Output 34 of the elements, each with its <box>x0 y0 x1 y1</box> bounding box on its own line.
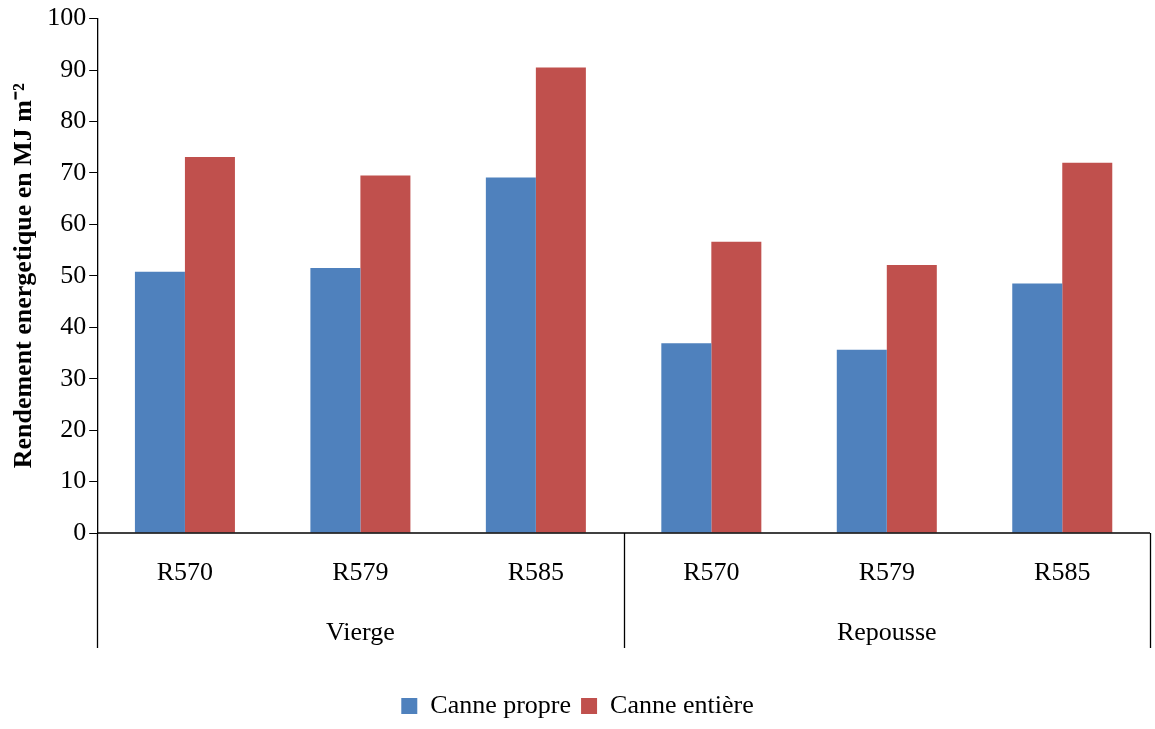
y-tick-label: 90 <box>60 53 87 83</box>
x-tick-label: R579 <box>332 557 389 587</box>
bar <box>485 177 536 533</box>
text: Vierge <box>326 616 395 646</box>
x-tick-label: R570 <box>156 557 214 587</box>
bar <box>134 271 185 533</box>
legend-label: Canne propre <box>430 689 572 719</box>
y-tick-label: 60 <box>60 208 87 238</box>
x-tick-label: R585 <box>1034 557 1091 587</box>
bar <box>1062 162 1113 533</box>
y-tick-label: 30 <box>60 362 87 392</box>
bar <box>1012 283 1063 533</box>
y-tick-label: 20 <box>60 413 87 443</box>
bar <box>184 156 235 533</box>
bar <box>661 343 712 533</box>
bar <box>360 175 411 533</box>
legend-label: Canne entière <box>610 689 754 719</box>
y-axis-title: Rendement energetique en MJ m⁻² <box>8 83 38 469</box>
bar <box>310 268 361 533</box>
y-tick-label: 0 <box>73 516 87 546</box>
y-tick-label: 70 <box>60 156 87 186</box>
bar <box>836 349 887 533</box>
y-tick-label: 10 <box>60 465 87 495</box>
y-tick-label: 80 <box>60 105 87 135</box>
x-tick-label: R570 <box>683 557 740 587</box>
x-tick-label: R579 <box>858 557 915 587</box>
text: Repousse <box>836 616 937 646</box>
x-tick-label: R585 <box>507 557 565 587</box>
y-tick-label: 40 <box>60 311 87 341</box>
bar <box>886 265 937 533</box>
bar <box>711 241 762 533</box>
y-tick-label: 50 <box>60 259 87 289</box>
y-tick-label: 100 <box>47 2 87 32</box>
bar <box>535 67 586 533</box>
